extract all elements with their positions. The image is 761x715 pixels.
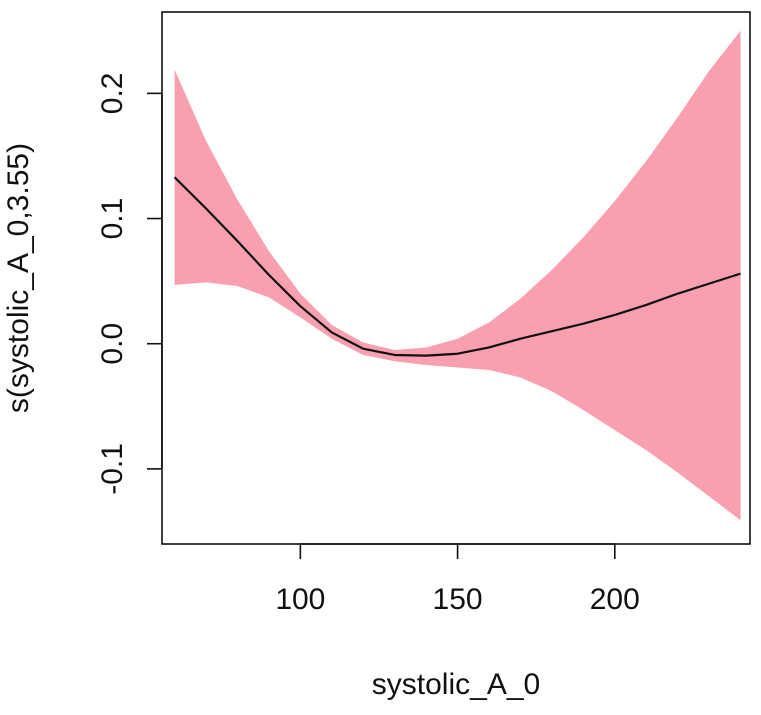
confidence-band — [174, 30, 741, 521]
confidence-band-layer — [174, 30, 741, 521]
x-tick-label: 150 — [433, 583, 483, 616]
y-axis-label: s(systolic_A_0,3.55) — [2, 143, 35, 413]
x-tick-label: 100 — [275, 583, 325, 616]
fit-line — [173, 176, 741, 357]
y-axis: -0.1 0.0 0.1 0.2 — [96, 73, 163, 495]
x-axis: 100 150 200 — [275, 543, 640, 616]
y-tick-label: -0.1 — [96, 443, 129, 495]
x-tick-label: 200 — [590, 583, 640, 616]
x-axis-label: systolic_A_0 — [372, 668, 540, 701]
fit-line-layer — [173, 176, 741, 357]
y-tick-label: 0.0 — [96, 323, 129, 365]
y-tick-label: 0.1 — [96, 198, 129, 240]
y-tick-label: 0.2 — [96, 73, 129, 115]
